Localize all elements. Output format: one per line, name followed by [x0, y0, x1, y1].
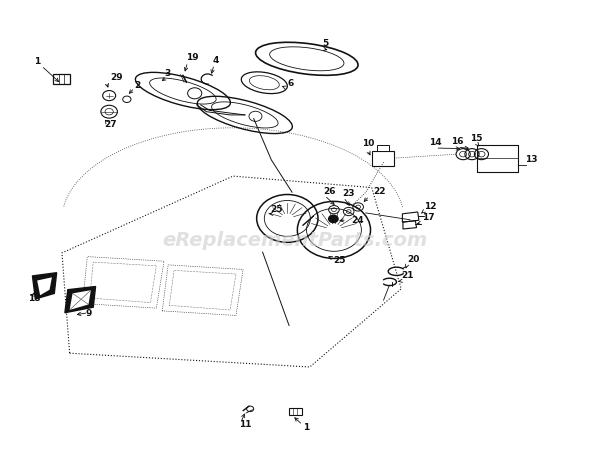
- Text: 14: 14: [429, 138, 442, 147]
- Text: 10: 10: [362, 139, 374, 148]
- Text: 23: 23: [342, 188, 355, 197]
- Text: 6: 6: [288, 79, 294, 88]
- Polygon shape: [32, 273, 57, 299]
- Text: 5: 5: [322, 39, 329, 48]
- Text: 21: 21: [401, 271, 414, 280]
- Text: eReplacementParts.com: eReplacementParts.com: [162, 230, 428, 249]
- Text: 17: 17: [422, 213, 434, 221]
- Text: 1: 1: [34, 57, 41, 66]
- Text: 22: 22: [373, 187, 385, 196]
- Text: 4: 4: [213, 56, 219, 64]
- Text: 20: 20: [407, 254, 419, 263]
- FancyBboxPatch shape: [289, 408, 302, 415]
- Polygon shape: [65, 287, 96, 313]
- Text: 1: 1: [303, 422, 309, 431]
- Text: 18: 18: [28, 293, 41, 302]
- Text: 16: 16: [451, 137, 464, 146]
- Text: 13: 13: [525, 155, 537, 163]
- Text: 27: 27: [104, 120, 117, 129]
- Text: 24: 24: [352, 215, 364, 224]
- FancyBboxPatch shape: [372, 151, 394, 166]
- Polygon shape: [37, 278, 52, 296]
- Text: 11: 11: [239, 419, 251, 428]
- Text: 19: 19: [186, 53, 199, 62]
- Text: 25: 25: [270, 204, 283, 213]
- Text: 2: 2: [135, 81, 141, 90]
- Text: 29: 29: [110, 73, 123, 82]
- FancyBboxPatch shape: [377, 146, 388, 151]
- FancyBboxPatch shape: [53, 75, 70, 85]
- Text: 26: 26: [323, 186, 336, 195]
- Text: 9: 9: [86, 308, 92, 317]
- Text: 3: 3: [164, 69, 171, 78]
- Polygon shape: [70, 291, 91, 310]
- Circle shape: [329, 216, 338, 223]
- Text: 25: 25: [333, 255, 345, 264]
- Text: 12: 12: [424, 202, 436, 210]
- Text: 15: 15: [470, 134, 483, 142]
